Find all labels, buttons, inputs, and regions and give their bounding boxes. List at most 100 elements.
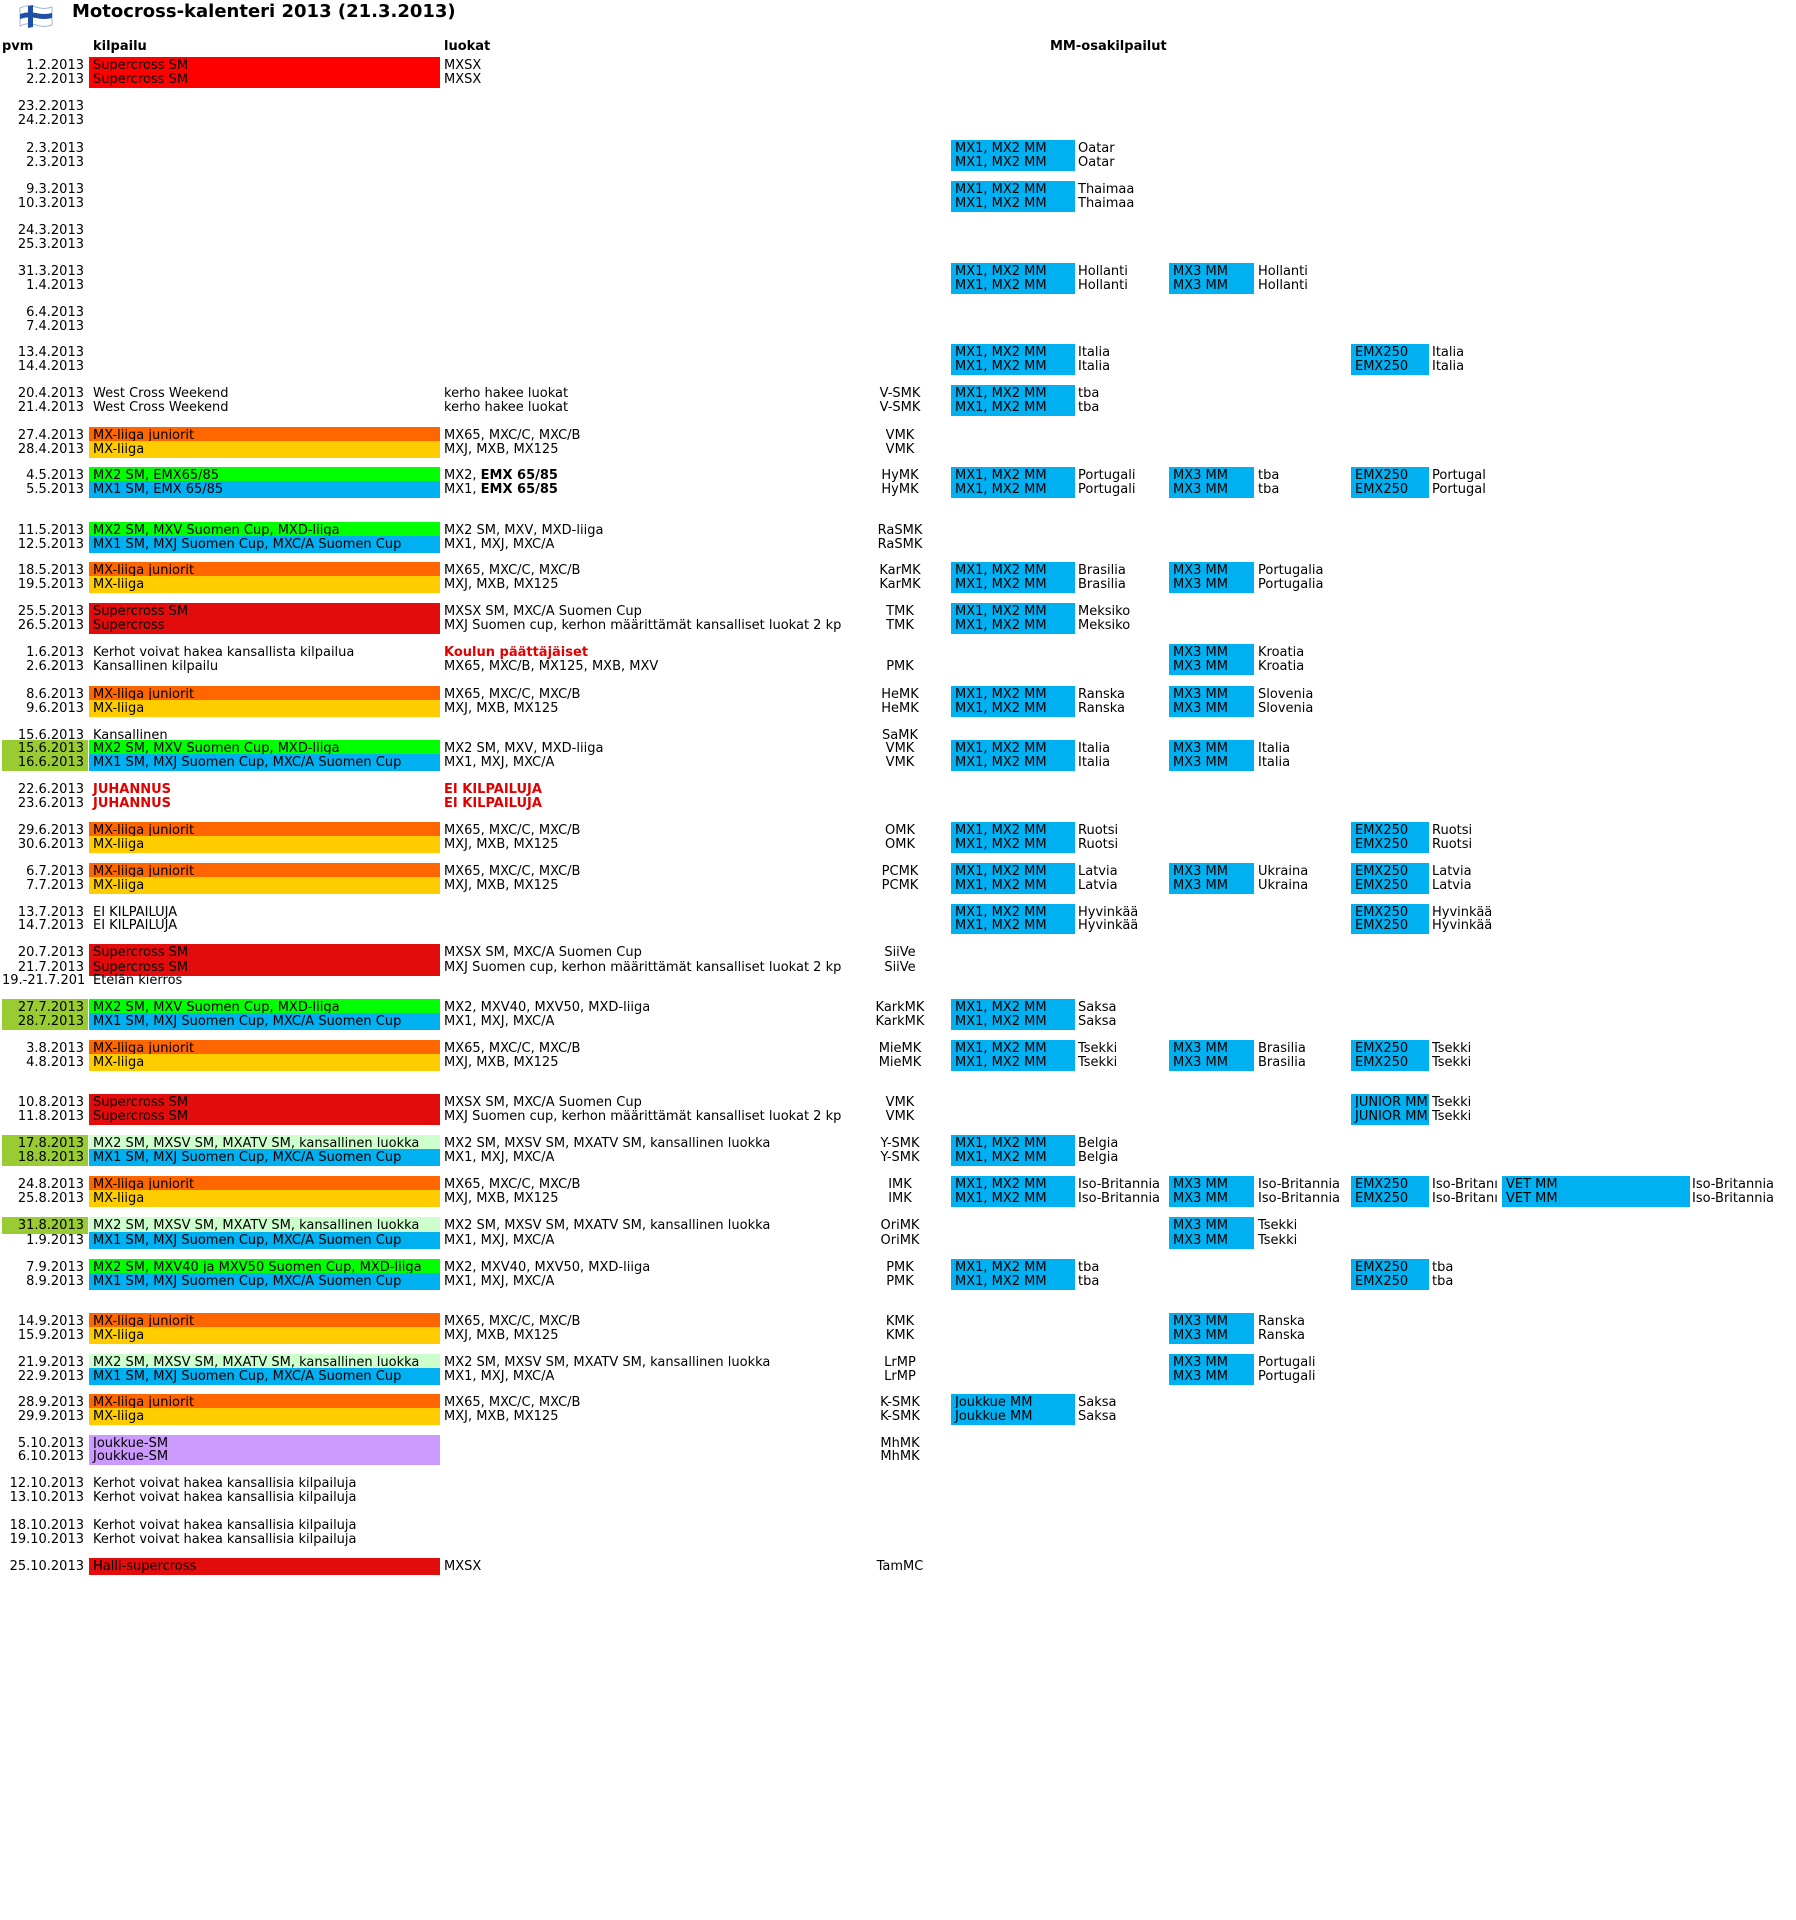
row-date: 3.8.2013 <box>26 1041 84 1056</box>
row-club: PCMK <box>881 878 919 893</box>
mm-series-badge: MX1, MX2 MM <box>951 481 1075 498</box>
mm-country: Kroatia <box>1258 645 1305 660</box>
row-club: MieMK <box>878 1055 922 1070</box>
row-date: 24.8.2013 <box>17 1177 84 1192</box>
row-date: 17.8.2013 <box>2 1135 88 1152</box>
row-competition: Supercross SM <box>89 1108 440 1125</box>
row-classes: MXSX SM, MXC/A Suomen Cup <box>444 604 642 619</box>
mm-country: Brasilia <box>1078 577 1126 592</box>
mm-country: Ruotsi <box>1432 823 1473 838</box>
row-club: MhMK <box>880 1436 920 1451</box>
row-date: 14.4.2013 <box>17 359 84 374</box>
row-date: 13.10.2013 <box>9 1490 84 1505</box>
row-competition: MX2 SM, MXSV SM, MXATV SM, kansallinen l… <box>89 1217 440 1234</box>
row-date: 7.9.2013 <box>26 1260 84 1275</box>
row-competition: Halli-supercross <box>89 1558 440 1575</box>
mm-series-badge: MX3 MM <box>1169 1327 1254 1344</box>
mm-series-badge: MX3 MM <box>1169 277 1254 294</box>
row-date: 8.9.2013 <box>26 1274 84 1289</box>
mm-series-badge: EMX250 <box>1351 344 1429 361</box>
mm-series-badge: EMX250 <box>1351 1259 1429 1276</box>
mm-country: Tsekki <box>1432 1041 1472 1056</box>
row-competition: MX-liiga <box>89 1190 440 1207</box>
row-classes: MXSX <box>444 72 482 87</box>
mm-series-badge: MX1, MX2 MM <box>951 740 1075 757</box>
mm-country: Portugali <box>1258 1355 1316 1370</box>
row-date: 6.7.2013 <box>26 864 84 879</box>
row-competition: MX-liiga juniorit <box>89 427 440 444</box>
mm-country: Ranska <box>1258 1328 1305 1343</box>
row-competition: Kansallinen <box>93 728 168 743</box>
row-classes: MX1, MXJ, MXC/A <box>444 1369 555 1384</box>
row-competition: EI KILPAILUJA <box>93 905 178 920</box>
mm-country: Hollanti <box>1078 264 1128 279</box>
mm-country: Portugali <box>1078 482 1136 497</box>
mm-country: Kroatia <box>1258 659 1305 674</box>
row-classes: MX65, MXC/C, MXC/B <box>444 864 581 879</box>
row-classes: MXJ, MXB, MX125 <box>444 837 559 852</box>
row-club: Y-SMK <box>880 1150 920 1165</box>
mm-series-badge: MX3 MM <box>1169 877 1254 894</box>
mm-series-badge: MX1, MX2 MM <box>951 1190 1075 1207</box>
mm-series-badge: MX1, MX2 MM <box>951 836 1075 853</box>
row-competition: MX1 SM, MXJ Suomen Cup, MXC/A Suomen Cup <box>89 1232 440 1249</box>
row-competition: MX2 SM, EMX65/85 <box>89 467 440 484</box>
row-club: K-SMK <box>880 1395 920 1410</box>
mm-country: tba <box>1078 1274 1100 1289</box>
row-club: HyMK <box>881 468 919 483</box>
mm-country: Hyvinkää <box>1078 905 1139 920</box>
row-date: 27.4.2013 <box>17 428 84 443</box>
mm-country: Ukraina <box>1258 864 1309 879</box>
row-classes: MX65, MXC/C, MXC/B <box>444 687 581 702</box>
row-classes: MX2, EMX 65/85 <box>440 467 850 484</box>
row-classes: MXJ, MXB, MX125 <box>444 1409 559 1424</box>
mm-country: Brasilia <box>1258 1041 1306 1056</box>
row-classes: kerho hakee luokat <box>444 386 569 401</box>
row-competition: MX1 SM, MXJ Suomen Cup, MXC/A Suomen Cup <box>89 1368 440 1385</box>
row-date: 12.10.2013 <box>9 1476 84 1491</box>
row-date: 2.3.2013 <box>26 141 84 156</box>
row-date: 24.3.2013 <box>17 223 84 238</box>
row-club: K-SMK <box>880 1409 920 1424</box>
row-competition: Joukkue-SM <box>89 1448 440 1465</box>
row-competition: Joukkue-SM <box>89 1435 440 1452</box>
mm-series-badge: MX1, MX2 MM <box>951 904 1075 921</box>
mm-country: Ranska <box>1258 1314 1305 1329</box>
row-classes: MX1, MXJ, MXC/A <box>444 755 555 770</box>
row-classes: MXSX <box>444 1559 482 1574</box>
mm-country: Iso-Britanı <box>1432 1191 1498 1206</box>
row-date: 22.9.2013 <box>17 1369 84 1384</box>
mm-series-badge: EMX250 <box>1351 904 1429 921</box>
row-date: 9.3.2013 <box>26 182 84 197</box>
mm-country: Italia <box>1258 741 1291 756</box>
row-classes: MX2 SM, MXSV SM, MXATV SM, kansallinen l… <box>444 1355 771 1370</box>
mm-series-badge: MX1, MX2 MM <box>951 999 1075 1016</box>
row-classes: MX2, MXV40, MXV50, MXD-liiga <box>444 1000 651 1015</box>
row-competition-note: JUHANNUS <box>93 796 172 811</box>
row-club: V-SMK <box>879 400 921 415</box>
row-date: 13.7.2013 <box>17 905 84 920</box>
row-classes: MXJ, MXB, MX125 <box>444 878 559 893</box>
mm-series-badge: EMX250 <box>1351 1190 1429 1207</box>
row-date: 21.4.2013 <box>17 400 84 415</box>
row-date: 28.7.2013 <box>2 1013 88 1030</box>
row-date: 8.6.2013 <box>26 687 84 702</box>
row-date: 6.10.2013 <box>17 1449 84 1464</box>
row-date: 15.6.2013 <box>2 740 88 757</box>
mm-country: Meksiko <box>1078 618 1131 633</box>
mm-series-badge: MX1, MX2 MM <box>951 576 1075 593</box>
row-classes: MX65, MXC/C, MXC/B <box>444 1041 581 1056</box>
row-club: LrMP <box>884 1355 916 1370</box>
mm-country: Hyvinkää <box>1432 905 1493 920</box>
row-competition: Kerhot voivat hakea kansallisia kilpailu… <box>93 1476 357 1491</box>
mm-series-badge: VET MM <box>1502 1190 1690 1207</box>
mm-series-badge: MX1, MX2 MM <box>951 1135 1075 1152</box>
mm-country: Latvia <box>1432 864 1472 879</box>
row-date: 21.7.2013 <box>17 960 84 975</box>
mm-country: Tsekki <box>1078 1055 1118 1070</box>
row-date: 20.4.2013 <box>17 386 84 401</box>
row-date: 5.10.2013 <box>17 1436 84 1451</box>
mm-series-badge: MX1, MX2 MM <box>951 154 1075 171</box>
row-date: 4.5.2013 <box>26 468 84 483</box>
row-date: 2.6.2013 <box>26 659 84 674</box>
